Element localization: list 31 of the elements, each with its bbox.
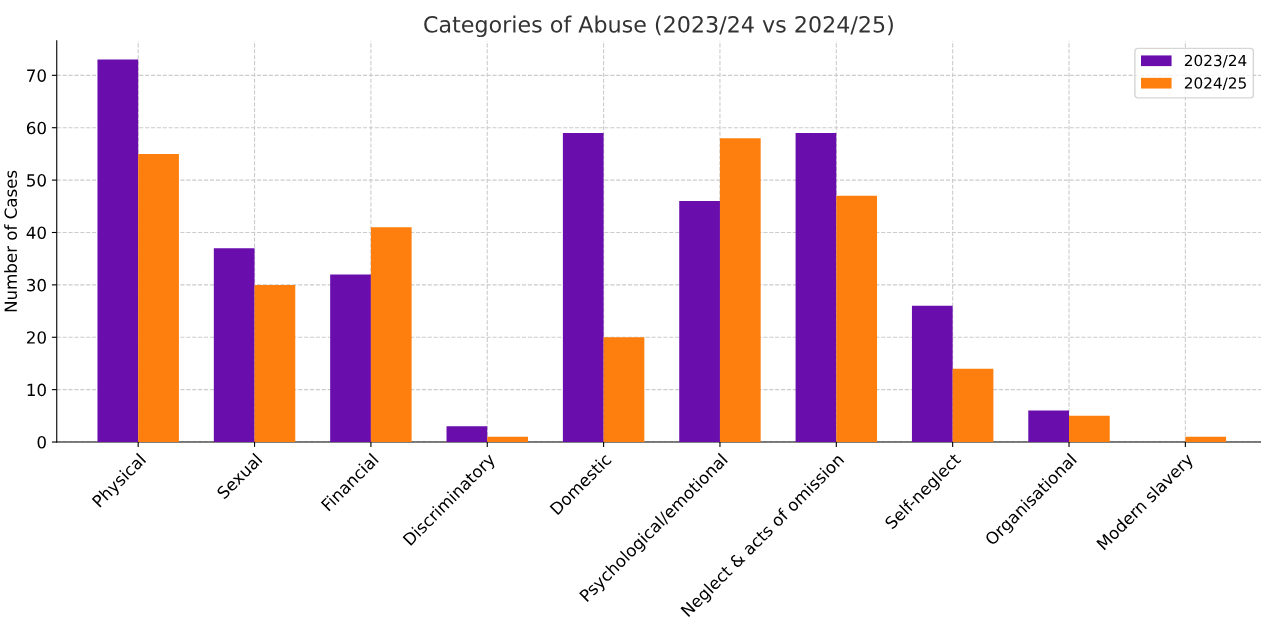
bar (679, 201, 720, 443)
bar (719, 138, 761, 443)
bar (1028, 410, 1070, 443)
bar (370, 227, 412, 443)
y-tick-label: 30 (27, 278, 46, 292)
bar (603, 337, 645, 443)
bar (254, 284, 296, 443)
legend-label: 2024/25 (1184, 77, 1246, 90)
bar (213, 248, 255, 443)
bar (138, 153, 179, 443)
bar (330, 274, 371, 443)
y-tick-label: 40 (26, 226, 46, 240)
chart-title: Categories of Abuse (2023/24 vs 2024/25) (424, 15, 893, 38)
bar (795, 132, 837, 443)
y-tick-label: 70 (27, 69, 46, 82)
bar (952, 368, 994, 443)
y-tick-label: 10 (27, 383, 46, 397)
bar (1185, 436, 1227, 443)
legend-label: 2023/24 (1184, 54, 1247, 68)
y-tick-label: 60 (26, 121, 46, 135)
bar (1069, 415, 1110, 443)
bar (97, 59, 139, 443)
y-axis-title: Number of Cases (4, 170, 18, 312)
bar (911, 305, 953, 443)
bar (487, 436, 528, 443)
y-tick-label: 20 (27, 331, 46, 344)
bar (446, 426, 488, 443)
y-tick-label: 0 (37, 436, 46, 449)
bar (836, 195, 878, 443)
y-tick-label: 50 (27, 174, 46, 187)
bar (562, 132, 604, 443)
